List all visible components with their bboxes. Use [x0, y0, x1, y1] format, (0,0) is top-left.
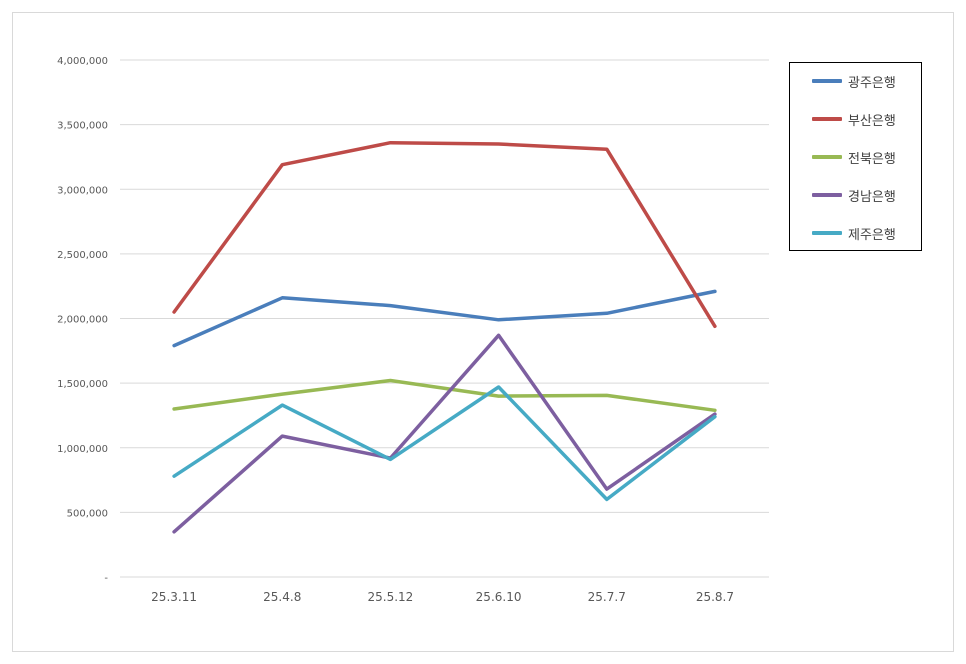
y-tick-label: 2,500,000 — [57, 250, 108, 261]
legend-swatch — [812, 117, 842, 121]
y-tick-label: 4,000,000 — [57, 56, 108, 67]
x-tick-label: 25.3.11 — [151, 590, 197, 604]
x-tick-label: 25.4.8 — [263, 590, 301, 604]
y-tick-label: 1,500,000 — [57, 379, 108, 390]
legend-label: 제주은행 — [848, 227, 896, 243]
y-tick-label: 2,000,000 — [57, 315, 108, 326]
y-tick-label: 500,000 — [67, 508, 108, 519]
series-line-4 — [172, 333, 717, 534]
legend-swatch — [812, 79, 842, 83]
legend-label: 광주은행 — [848, 75, 896, 91]
legend-item: 광주은행 — [812, 71, 896, 91]
legend-item: 경남은행 — [812, 185, 896, 205]
legend: 광주은행 부산은행 전북은행 경남은행 제주은행 — [789, 62, 922, 251]
series-line-1 — [172, 289, 717, 348]
y-tick-label: 1,000,000 — [57, 444, 108, 455]
y-tick-label: 3,000,000 — [57, 185, 108, 196]
y-axis-tick-labels: - 500,000 1,000,000 1,500,000 2,000,000 2,500… — [57, 56, 108, 584]
legend-swatch — [812, 231, 842, 235]
series-line-3 — [172, 378, 717, 413]
legend-label: 경남은행 — [848, 189, 896, 205]
legend-label: 전북은행 — [848, 151, 896, 167]
series-line-2 — [172, 140, 717, 329]
legend-item: 부산은행 — [812, 109, 896, 129]
y-tick-label: 3,500,000 — [57, 121, 108, 132]
legend-swatch — [812, 155, 842, 159]
gridlines — [120, 59, 769, 578]
legend-label: 부산은행 — [848, 113, 896, 129]
series-line-5 — [172, 385, 717, 502]
x-tick-label: 25.8.7 — [696, 590, 734, 604]
x-tick-label: 25.5.12 — [368, 590, 414, 604]
y-tick-label: - — [104, 573, 108, 584]
x-tick-label: 25.6.10 — [476, 590, 522, 604]
legend-swatch — [812, 193, 842, 197]
legend-item: 전북은행 — [812, 147, 896, 167]
legend-item: 제주은행 — [812, 223, 896, 243]
x-tick-label: 25.7.7 — [588, 590, 626, 604]
series-lines — [172, 140, 717, 534]
x-axis-tick-labels: 25.3.11 25.4.8 25.5.12 25.6.10 25.7.7 25.8.7 — [151, 590, 734, 604]
